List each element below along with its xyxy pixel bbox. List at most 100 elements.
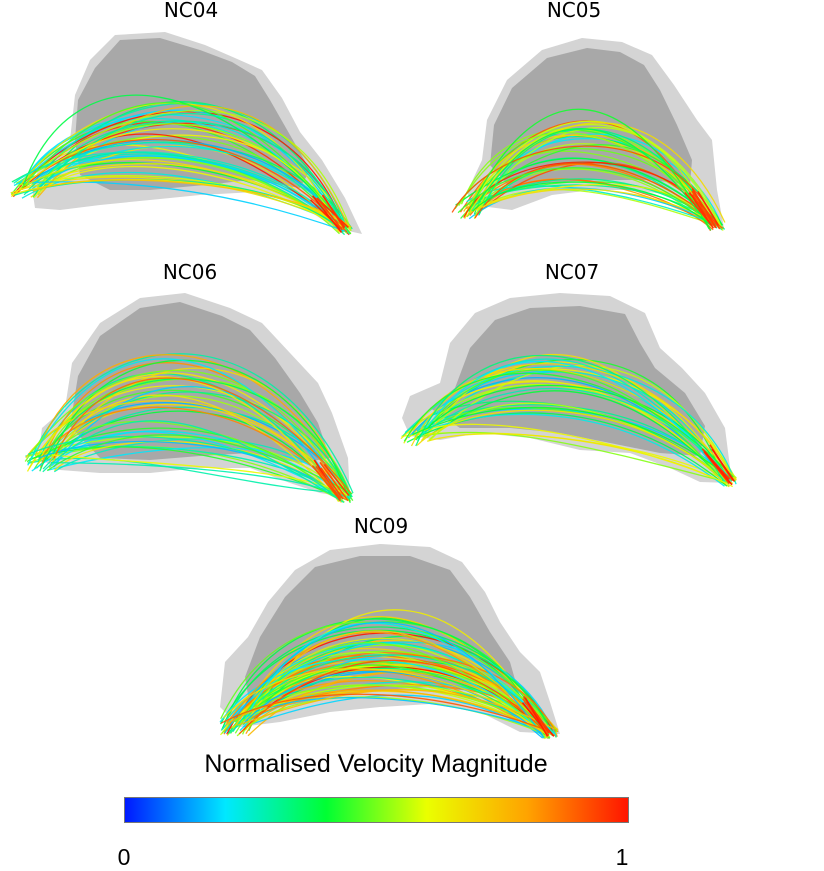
- streamline-outlet: [311, 195, 343, 233]
- streamline-outlet: [316, 197, 343, 231]
- streamline: [46, 434, 353, 495]
- panel-title-nc04: NC04: [163, 0, 219, 22]
- streamline: [415, 384, 729, 479]
- streamline: [21, 102, 352, 235]
- streamline: [49, 403, 348, 496]
- streamline: [28, 436, 351, 502]
- streamline-figure-nc07: [400, 293, 737, 488]
- streamline-figure-nc05: [451, 38, 726, 232]
- streamline: [13, 151, 344, 232]
- streamline: [478, 128, 718, 229]
- streamline: [237, 689, 556, 730]
- streamline: [219, 629, 552, 730]
- panel-nc04: NC04: [0, 0, 412, 250]
- streamline-outlet: [524, 697, 549, 737]
- cavity-inner-nc07: [430, 306, 705, 456]
- colorbar-max-label: 1: [615, 844, 629, 870]
- streamline: [232, 654, 550, 734]
- streamline-outlet: [320, 467, 344, 500]
- streamline: [222, 618, 546, 738]
- streamline: [458, 131, 722, 229]
- streamline: [28, 159, 345, 228]
- streamline: [220, 693, 550, 732]
- streamline-outlet: [319, 461, 349, 502]
- panel-nc06: NC06: [0, 258, 412, 508]
- streamline: [400, 380, 727, 481]
- streamline: [415, 354, 724, 481]
- colorbar-title: Normalised Velocity Magnitude: [204, 750, 548, 778]
- panel-title-nc09: NC09: [353, 514, 409, 538]
- streamlines-nc07: [400, 353, 737, 488]
- streamline: [54, 420, 345, 503]
- streamline: [37, 112, 346, 229]
- streamline: [426, 390, 727, 484]
- streamline: [32, 101, 345, 227]
- streamline-outlet: [691, 194, 715, 226]
- streamlines-nc04: [10, 94, 353, 236]
- streamline: [24, 181, 346, 232]
- streamline: [52, 385, 340, 497]
- panel-title-nc06: NC06: [162, 260, 218, 284]
- streamline-outlet: [323, 463, 350, 496]
- streamline: [474, 162, 723, 229]
- streamline: [457, 167, 712, 226]
- streamlines-nc06: [24, 353, 354, 504]
- streamline: [24, 369, 347, 496]
- streamline: [21, 102, 340, 232]
- streamline: [475, 188, 724, 229]
- streamline-figure-nc04: [10, 32, 362, 236]
- streamline: [39, 155, 342, 227]
- panel-nc07: NC07: [400, 258, 824, 498]
- streamline: [464, 134, 722, 228]
- streamlines-nc09: [219, 609, 559, 740]
- streamline: [27, 435, 341, 502]
- streamline: [29, 353, 354, 494]
- streamline: [33, 166, 343, 231]
- streamline: [236, 615, 558, 731]
- streamline: [417, 369, 724, 483]
- colorbar: [124, 797, 629, 823]
- streamline: [403, 372, 734, 478]
- streamline: [417, 360, 731, 479]
- streamline: [24, 139, 348, 233]
- panel-title-nc05: NC05: [546, 0, 602, 22]
- streamline-outlet: [703, 450, 733, 486]
- streamline: [406, 412, 728, 487]
- streamlines-nc05: [451, 108, 726, 232]
- streamline-figure-nc06: [24, 293, 354, 504]
- streamline: [22, 94, 352, 235]
- streamline: [11, 111, 345, 226]
- streamline-outlet: [311, 465, 342, 502]
- streamline: [27, 457, 341, 494]
- streamline: [468, 108, 710, 230]
- streamline: [233, 630, 553, 736]
- streamline: [39, 378, 352, 498]
- streamline: [42, 420, 345, 504]
- streamline: [51, 454, 349, 496]
- streamline-outlet: [711, 448, 735, 482]
- streamline: [17, 110, 352, 232]
- streamline: [38, 440, 342, 498]
- streamline-outlet: [321, 194, 346, 228]
- streamline-outlet: [315, 465, 342, 500]
- streamline: [52, 391, 350, 494]
- streamline: [408, 423, 734, 488]
- streamline-outlet: [688, 192, 715, 229]
- streamline: [423, 387, 733, 482]
- streamline: [53, 377, 353, 495]
- streamline: [478, 128, 712, 231]
- streamline: [225, 631, 544, 731]
- streamline: [224, 621, 545, 738]
- streamline: [417, 431, 729, 484]
- panel-nc09: NC09: [200, 512, 580, 744]
- streamline-outlet: [703, 451, 731, 485]
- streamline: [52, 359, 351, 503]
- streamline: [416, 409, 723, 481]
- streamline: [466, 168, 712, 228]
- streamline: [410, 413, 725, 487]
- panel-nc05: NC05: [412, 0, 824, 250]
- streamline: [244, 622, 555, 735]
- streamline-figure-nc09: [219, 544, 560, 740]
- streamline-outlet: [691, 187, 717, 229]
- panel-title-nc07: NC07: [544, 260, 600, 284]
